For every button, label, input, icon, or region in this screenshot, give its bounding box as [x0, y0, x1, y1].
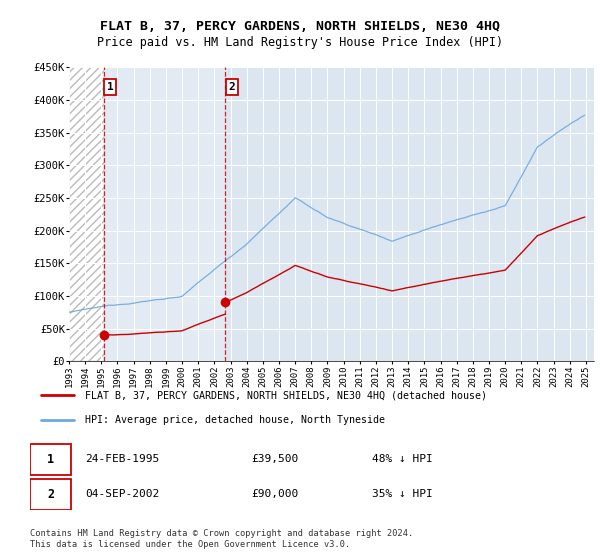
FancyBboxPatch shape	[30, 444, 71, 475]
Text: 2: 2	[228, 82, 235, 92]
Text: 1: 1	[47, 452, 54, 466]
Text: FLAT B, 37, PERCY GARDENS, NORTH SHIELDS, NE30 4HQ (detached house): FLAT B, 37, PERCY GARDENS, NORTH SHIELDS…	[85, 390, 487, 400]
Bar	[104, 67, 225, 361]
FancyBboxPatch shape	[30, 479, 71, 510]
Text: 1: 1	[107, 82, 113, 92]
Text: 48% ↓ HPI: 48% ↓ HPI	[372, 454, 433, 464]
Text: £90,000: £90,000	[251, 489, 298, 499]
Text: FLAT B, 37, PERCY GARDENS, NORTH SHIELDS, NE30 4HQ: FLAT B, 37, PERCY GARDENS, NORTH SHIELDS…	[100, 20, 500, 32]
Text: Price paid vs. HM Land Registry's House Price Index (HPI): Price paid vs. HM Land Registry's House …	[97, 36, 503, 49]
Text: Contains HM Land Registry data © Crown copyright and database right 2024.
This d: Contains HM Land Registry data © Crown c…	[30, 529, 413, 549]
Bar	[69, 67, 104, 361]
Text: HPI: Average price, detached house, North Tyneside: HPI: Average price, detached house, Nort…	[85, 414, 385, 424]
Text: 04-SEP-2002: 04-SEP-2002	[85, 489, 160, 499]
Text: £39,500: £39,500	[251, 454, 298, 464]
Text: 35% ↓ HPI: 35% ↓ HPI	[372, 489, 433, 499]
Text: 2: 2	[47, 488, 54, 501]
Text: 24-FEB-1995: 24-FEB-1995	[85, 454, 160, 464]
